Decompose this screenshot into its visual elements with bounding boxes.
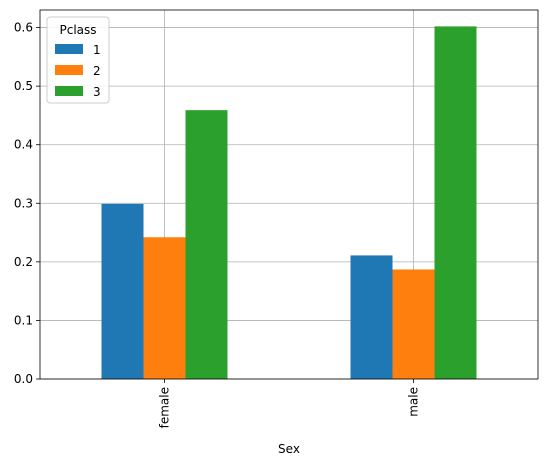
legend-items: 1 2 3 (55, 43, 101, 99)
bar-pclass-3-female (185, 110, 228, 380)
y-tick-label: 0.2 (14, 255, 33, 269)
legend-box (46, 16, 110, 104)
legend-title: Pclass (59, 23, 96, 37)
bars (101, 26, 477, 380)
y-tick-label: 0.0 (14, 372, 33, 386)
x-tick-label-female: female (158, 387, 172, 428)
y-axis: 0.0 0.1 0.2 0.3 0.4 0.5 0.6 (14, 21, 40, 386)
x-tick-label-male: male (407, 387, 421, 417)
y-tick-label: 0.4 (14, 138, 33, 152)
legend-swatch-3 (55, 86, 83, 96)
bar-pclass-1-male (350, 255, 393, 379)
legend-label-1: 1 (93, 43, 101, 57)
y-tick-label: 0.5 (14, 79, 33, 93)
y-tick-label: 0.1 (14, 313, 33, 327)
plot-frame (39, 9, 539, 380)
y-tick-label: 0.6 (14, 21, 33, 35)
bar-pclass-2-male (392, 269, 435, 379)
bar-pclass-2-female (143, 237, 186, 379)
x-axis: female male (158, 379, 421, 428)
x-axis-label: Sex (278, 442, 300, 456)
legend-label-2: 2 (93, 64, 101, 78)
legend: Pclass 1 2 3 (46, 16, 110, 104)
bar-pclass-3-male (434, 26, 477, 380)
legend-swatch-1 (55, 44, 83, 54)
legend-label-3: 3 (93, 85, 101, 99)
legend-swatch-2 (55, 65, 83, 75)
y-tick-label: 0.3 (14, 196, 33, 210)
bar-pclass-1-female (101, 203, 144, 379)
